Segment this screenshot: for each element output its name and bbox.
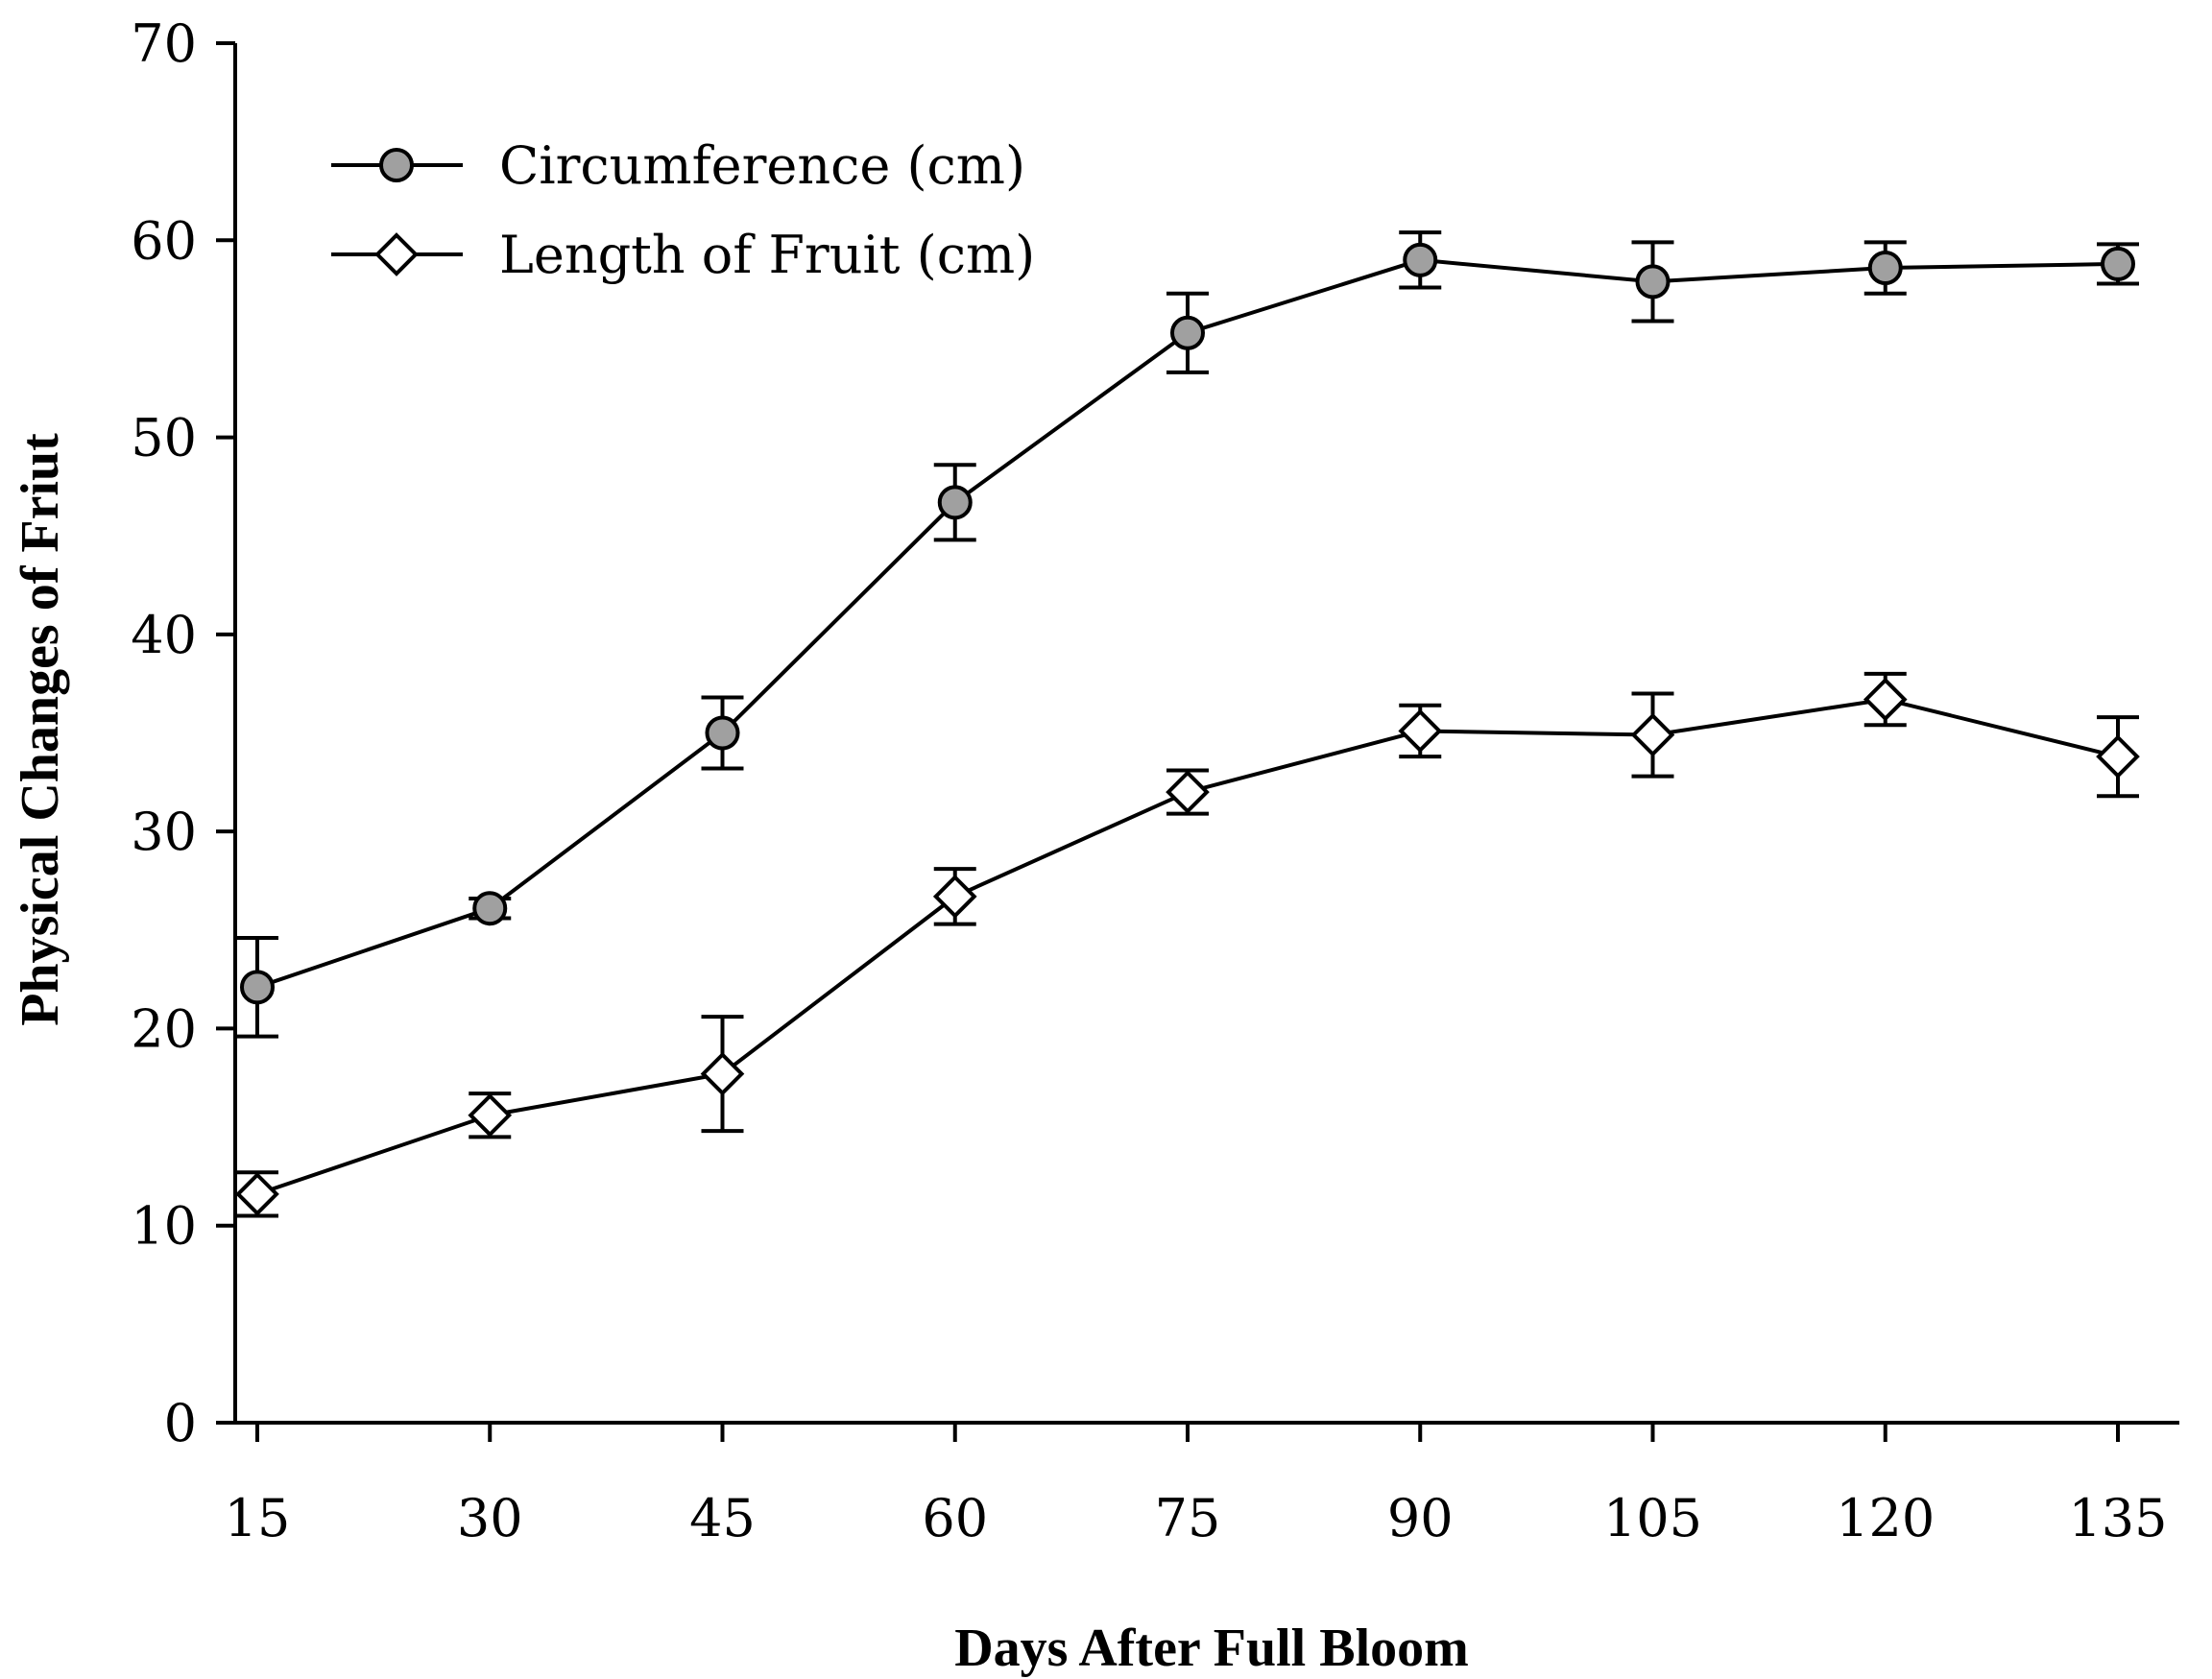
data-point — [2096, 734, 2140, 779]
y-axis-ticks: 0 10 20 30 40 50 60 70 — [131, 13, 235, 1453]
data-point — [937, 485, 973, 520]
legend-item-1: Circumference (cm) — [331, 135, 1025, 196]
legend: Circumference (cm) Length of Fruit (cm) — [331, 135, 1035, 285]
legend-item-2: Length of Fruit (cm) — [331, 225, 1035, 285]
data-point — [468, 1092, 513, 1138]
data-point — [1635, 264, 1671, 300]
data-point — [1166, 770, 1210, 814]
legend-label: Length of Fruit (cm) — [499, 225, 1035, 285]
y-tick-label: 60 — [131, 210, 197, 271]
data-point — [2101, 246, 2135, 281]
y-axis-title: Physical Changes of Friut — [11, 433, 70, 1026]
y-tick-label: 0 — [164, 1393, 197, 1453]
y-tick-label: 50 — [131, 408, 197, 468]
legend-label: Circumference (cm) — [499, 135, 1025, 196]
series-2 — [235, 671, 2140, 1218]
x-tick-label: 30 — [457, 1488, 523, 1548]
x-tick-label: 60 — [922, 1488, 988, 1548]
x-axis-title: Days After Full Bloom — [954, 1619, 1469, 1678]
legend-marker — [374, 232, 419, 276]
x-axis-ticks: 15 30 45 60 75 90 105 120 135 — [225, 1423, 2168, 1548]
series-layer — [235, 230, 2140, 1218]
y-tick-label: 40 — [131, 605, 197, 665]
data-point — [472, 891, 508, 926]
data-point — [235, 1172, 279, 1216]
data-point — [1170, 315, 1205, 350]
x-tick-label: 45 — [689, 1488, 756, 1548]
data-point — [1863, 677, 1908, 722]
legend-marker — [379, 148, 414, 182]
data-point — [700, 1051, 745, 1096]
x-tick-label: 75 — [1155, 1488, 1221, 1548]
data-point — [1403, 242, 1438, 277]
x-tick-label: 105 — [1603, 1488, 1702, 1548]
y-tick-label: 30 — [131, 802, 197, 862]
y-tick-label: 20 — [131, 998, 197, 1059]
data-point — [932, 875, 977, 919]
data-point — [1630, 712, 1675, 757]
x-tick-label: 90 — [1387, 1488, 1454, 1548]
x-tick-label: 15 — [225, 1488, 291, 1548]
x-tick-label: 135 — [2068, 1488, 2167, 1548]
y-tick-label: 70 — [131, 13, 197, 74]
data-point — [1398, 708, 1443, 754]
data-point — [240, 970, 275, 1005]
data-point — [705, 715, 740, 751]
series-1 — [236, 230, 2139, 1039]
x-tick-label: 120 — [1836, 1488, 1935, 1548]
y-tick-label: 10 — [131, 1196, 197, 1257]
axes — [233, 43, 2179, 1425]
data-point — [1867, 251, 1903, 286]
